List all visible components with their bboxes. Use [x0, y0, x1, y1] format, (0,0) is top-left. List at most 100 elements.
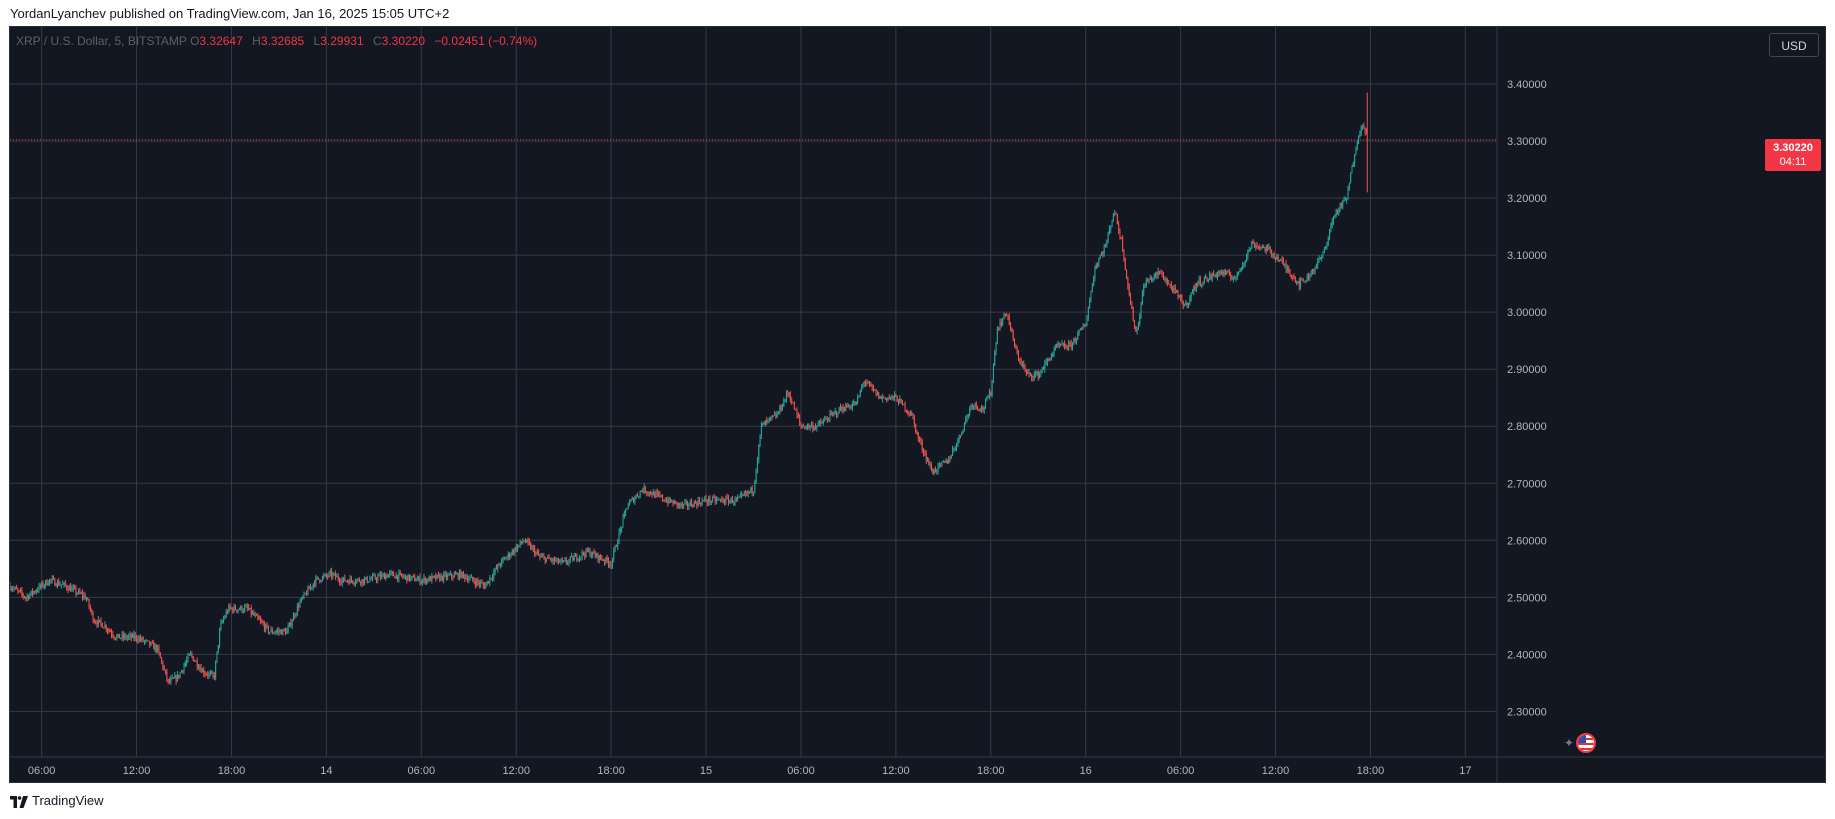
candle: [482, 581, 484, 589]
candle-body: [26, 595, 28, 598]
candle: [557, 557, 559, 565]
candle-body: [887, 397, 889, 401]
candle: [437, 571, 439, 578]
candle-body: [911, 413, 913, 416]
candle-body: [271, 629, 273, 633]
footer: TradingView: [0, 786, 1835, 819]
candle: [163, 665, 165, 671]
candle-body: [743, 494, 745, 496]
candle-body: [967, 414, 969, 416]
candle-body: [747, 491, 749, 494]
candle: [854, 400, 856, 406]
candle: [1111, 219, 1113, 228]
candle-body: [1053, 348, 1055, 354]
candle: [176, 670, 178, 683]
candle-body: [829, 413, 831, 421]
candle: [912, 412, 914, 420]
candle: [908, 411, 910, 418]
candle-body: [151, 642, 153, 644]
candle: [88, 598, 90, 610]
candle: [705, 494, 707, 503]
candle: [1077, 330, 1079, 341]
candle-body: [1136, 329, 1138, 332]
candle-body: [509, 553, 511, 557]
candle: [930, 462, 932, 472]
candle-body: [21, 590, 23, 594]
candle-body: [1296, 281, 1298, 283]
candle: [455, 570, 457, 576]
candle: [1127, 276, 1129, 290]
candle: [398, 569, 400, 583]
candle-body: [875, 389, 877, 395]
symbol-legend[interactable]: XRP / U.S. Dollar, 5, BITSTAMP O3.32647 …: [16, 34, 537, 48]
candle-body: [1331, 221, 1333, 226]
candle: [1089, 297, 1091, 309]
chart-panel[interactable]: 3.40000 3.30000 3.20000 3.10000 3.00000 2.900…: [9, 26, 1826, 783]
candle-body: [29, 594, 31, 599]
candle-body: [1116, 214, 1118, 224]
candle-body: [1144, 286, 1146, 288]
candle: [928, 457, 930, 466]
candle-body: [451, 573, 453, 577]
candle-body: [891, 395, 893, 397]
candle: [534, 544, 536, 558]
candle-body: [88, 599, 90, 607]
candlestick-chart[interactable]: 3.400003.300003.200003.100003.000002.900…: [10, 27, 1825, 782]
candle-body: [930, 464, 932, 471]
candle-body: [909, 413, 911, 416]
candle-body: [1164, 279, 1166, 281]
candle: [175, 674, 177, 685]
candle-body: [241, 606, 243, 612]
footer-brand[interactable]: TradingView: [32, 793, 104, 808]
currency-button[interactable]: USD: [1769, 33, 1819, 57]
candle: [375, 577, 377, 584]
candle-body: [217, 645, 219, 652]
candle: [443, 571, 445, 584]
candle-body: [1302, 280, 1304, 282]
candle: [1066, 345, 1068, 351]
candle-body: [1132, 307, 1134, 321]
candle-body: [1243, 263, 1245, 266]
flag-icon[interactable]: [1576, 733, 1596, 753]
candle-body: [1151, 277, 1153, 281]
candle-body: [689, 501, 691, 506]
candle-body: [1029, 372, 1031, 375]
candle: [677, 502, 679, 509]
candle-body: [408, 574, 410, 581]
sparkle-icon[interactable]: ✦: [1564, 736, 1575, 750]
candle: [905, 409, 907, 414]
candle-body: [257, 615, 259, 618]
candle-body: [1297, 281, 1299, 283]
candle-body: [507, 553, 509, 557]
candle: [1334, 214, 1336, 219]
candle: [825, 416, 827, 420]
candle-body: [1141, 293, 1143, 304]
candle: [1188, 302, 1190, 309]
candle-body: [366, 577, 368, 583]
candle-body: [999, 321, 1001, 330]
candle: [452, 575, 454, 582]
candle: [153, 640, 155, 650]
candle: [892, 395, 894, 401]
candle: [241, 605, 243, 614]
candle: [1346, 197, 1348, 204]
candle: [229, 603, 231, 611]
tradingview-logo-icon[interactable]: [10, 796, 28, 808]
candle: [489, 575, 491, 587]
candle: [734, 496, 736, 506]
candle: [948, 456, 950, 464]
candle: [954, 445, 956, 452]
candle: [895, 393, 897, 398]
candle: [746, 490, 748, 497]
candle: [315, 574, 317, 588]
candle-body: [464, 574, 466, 579]
candle-body: [1027, 372, 1029, 374]
candle-body: [561, 559, 563, 561]
candle-body: [600, 555, 602, 559]
candle-body: [1102, 253, 1104, 255]
candle-body: [134, 635, 136, 639]
candle-body: [694, 501, 696, 503]
candle-body: [1260, 246, 1262, 248]
candle-body: [755, 470, 757, 482]
candle: [1184, 303, 1186, 307]
